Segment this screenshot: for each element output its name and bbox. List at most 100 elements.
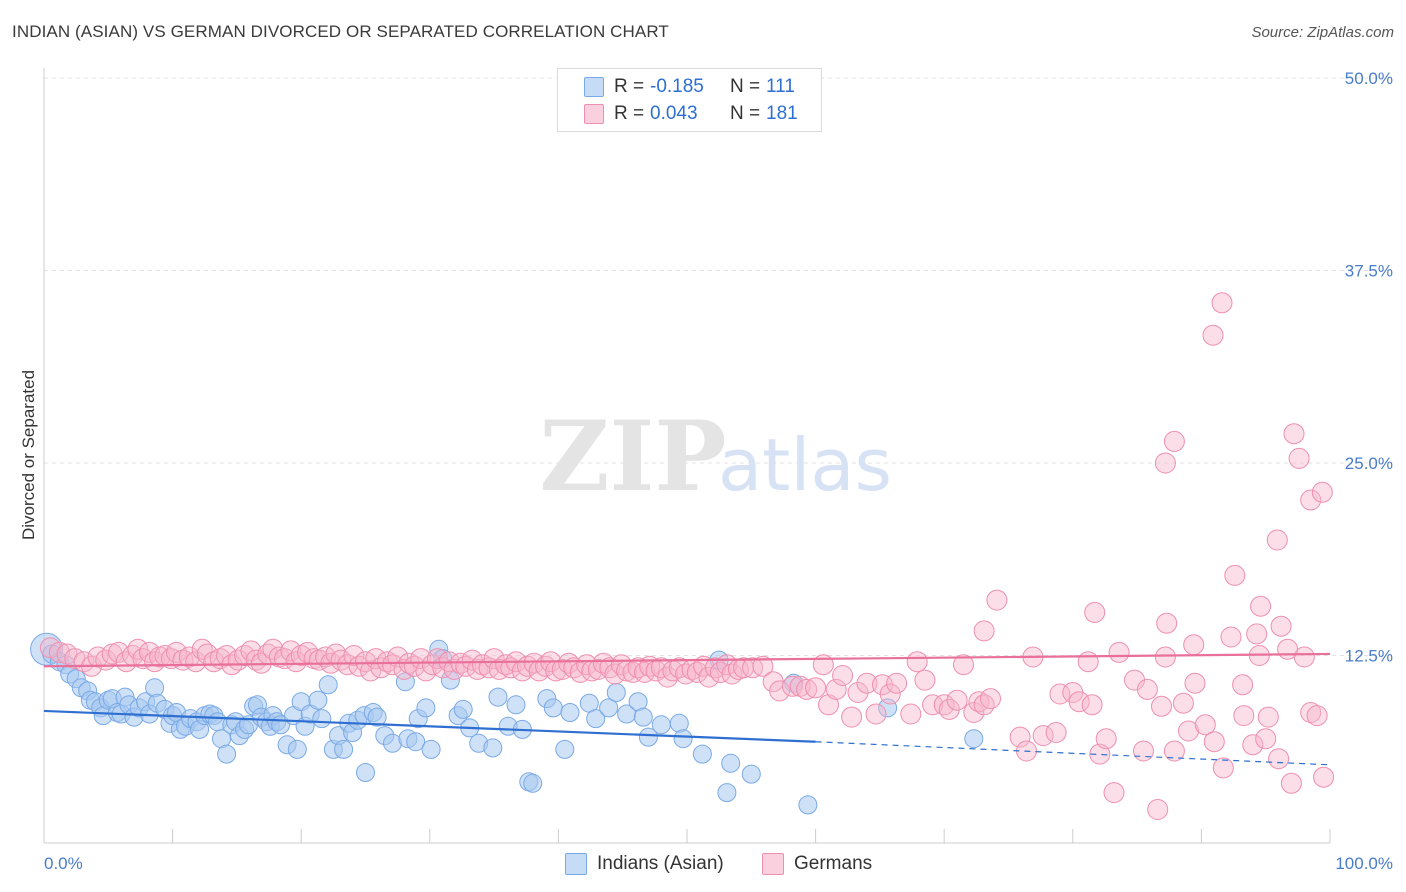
german-point xyxy=(805,677,827,699)
legend-swatch-indians xyxy=(584,77,604,97)
german-point xyxy=(1108,641,1130,663)
axes xyxy=(43,68,1331,844)
indian-point xyxy=(692,744,712,764)
german-point xyxy=(733,657,755,679)
legend-n-label: N = xyxy=(730,103,761,124)
indian-point xyxy=(717,783,737,803)
x-tick-label: 100.0% xyxy=(1335,854,1393,873)
german-point xyxy=(1211,292,1233,314)
indian-point xyxy=(673,729,693,749)
german-point xyxy=(1084,601,1106,623)
german-point xyxy=(973,694,995,716)
watermark-atlas: atlas xyxy=(718,423,892,507)
german-point xyxy=(818,694,839,716)
german-point xyxy=(1154,646,1176,668)
trend-lines xyxy=(43,652,1331,766)
indian-point xyxy=(483,738,503,758)
german-point xyxy=(847,682,869,703)
german-point xyxy=(1277,638,1299,660)
indian-point xyxy=(367,707,387,727)
german-point xyxy=(290,645,312,666)
german-point xyxy=(1224,564,1246,586)
indian-point xyxy=(488,687,508,707)
german-point xyxy=(1103,782,1125,804)
german-point xyxy=(343,645,365,666)
german-point xyxy=(48,641,70,663)
bottom-legend-swatch-indians xyxy=(565,853,587,875)
german-point xyxy=(1270,615,1292,637)
german-point xyxy=(879,683,901,705)
german-point xyxy=(938,698,960,720)
indian-point xyxy=(308,690,328,710)
german-point xyxy=(906,651,928,673)
legend: R = -0.185 N = 111 R = 0.043 N = 181 xyxy=(557,68,822,132)
indian-point xyxy=(453,699,473,719)
legend-row-germans: R = 0.043 N = 181 xyxy=(558,101,821,127)
german-point xyxy=(472,654,493,676)
german-point xyxy=(900,703,922,725)
indian-point xyxy=(506,695,526,715)
trend-line-indians-extension xyxy=(815,741,1331,766)
german-point xyxy=(551,658,573,680)
indian-point xyxy=(651,715,671,735)
german-point xyxy=(1183,634,1205,656)
german-point xyxy=(825,678,847,700)
indian-point xyxy=(421,739,441,759)
german-point xyxy=(1250,595,1272,617)
german-point xyxy=(789,675,811,697)
indian-point xyxy=(741,764,761,784)
german-point xyxy=(280,640,302,662)
y-tick-label: 12.5% xyxy=(1345,647,1393,666)
german-point xyxy=(980,688,1001,710)
german-point xyxy=(886,672,908,694)
german-point xyxy=(1202,324,1224,346)
indian-point xyxy=(217,744,237,764)
german-point xyxy=(953,654,974,676)
german-point xyxy=(1077,651,1099,673)
german-point xyxy=(914,669,936,691)
german-point xyxy=(693,655,715,677)
german-point xyxy=(1233,705,1255,727)
german-point xyxy=(483,648,505,670)
german-point xyxy=(1184,672,1206,694)
german-point xyxy=(1268,748,1290,770)
german-point xyxy=(1311,481,1333,503)
indian-point xyxy=(287,739,307,759)
indian-point xyxy=(638,727,658,747)
y-tick-label: 50.0% xyxy=(1345,69,1393,88)
legend-n-label: N = xyxy=(730,76,761,97)
watermark-zip: ZIP xyxy=(539,400,726,513)
german-point xyxy=(1009,726,1031,748)
german-point xyxy=(796,678,818,700)
y-tick-label: 25.0% xyxy=(1345,454,1393,473)
german-point xyxy=(1212,757,1234,779)
indian-point xyxy=(318,675,338,695)
german-point xyxy=(1045,722,1067,743)
indian-point xyxy=(599,698,619,718)
german-point xyxy=(963,702,985,723)
chart-title: INDIAN (ASIAN) VS GERMAN DIVORCED OR SEP… xyxy=(12,22,669,41)
legend-r-label: R = xyxy=(614,76,645,97)
german-point xyxy=(1255,728,1277,750)
german-point xyxy=(1220,626,1242,648)
indian-point xyxy=(560,703,580,722)
bottom-legend-swatch-germans xyxy=(762,853,784,875)
german-point xyxy=(297,641,319,663)
indian-point xyxy=(523,773,543,793)
legend-n-value-indians: 111 xyxy=(766,76,795,97)
german-point xyxy=(946,689,968,711)
german-point xyxy=(1266,529,1288,551)
german-point xyxy=(1136,678,1158,700)
german-point xyxy=(203,651,225,673)
german-point xyxy=(1156,612,1178,634)
german-point xyxy=(1306,705,1328,727)
legend-r-label: R = xyxy=(614,103,645,124)
legend-row-indians: R = -0.185 N = 111 xyxy=(558,74,821,100)
indian-point xyxy=(555,739,575,759)
indian-point xyxy=(798,795,818,815)
series-germans-points xyxy=(39,292,1335,820)
german-point xyxy=(1288,447,1310,469)
german-point xyxy=(1163,430,1185,452)
german-point xyxy=(1154,452,1176,474)
